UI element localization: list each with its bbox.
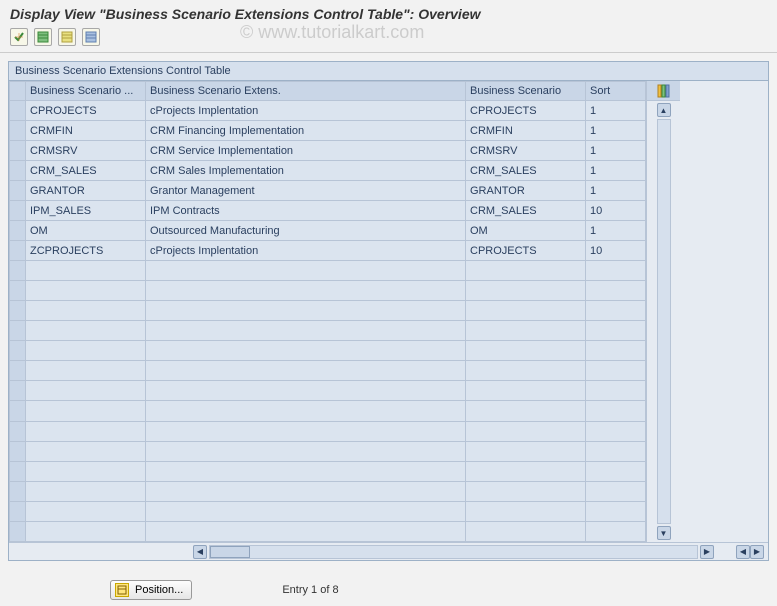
table-row-empty [10, 321, 646, 341]
table-panel: Business Scenario Extensions Control Tab… [8, 61, 769, 561]
scroll-left2-icon[interactable]: ◀ [736, 545, 750, 559]
cell-sort: 1 [586, 221, 646, 241]
panel-title: Business Scenario Extensions Control Tab… [9, 62, 768, 81]
cell-scenario: CRMSRV [466, 141, 586, 161]
scroll-left-icon[interactable]: ◀ [193, 545, 207, 559]
table-yellow-button[interactable] [58, 28, 76, 46]
table-row-empty [10, 521, 646, 541]
table-row[interactable]: CRMFINCRM Financing ImplementationCRMFIN… [10, 121, 646, 141]
cell-sort: 1 [586, 141, 646, 161]
table-green-button[interactable] [34, 28, 52, 46]
cell-scenario: GRANTOR [466, 181, 586, 201]
position-button[interactable]: Position... [110, 580, 192, 600]
cell-sort: 10 [586, 201, 646, 221]
table-row-empty [10, 441, 646, 461]
page-title: Display View "Business Scenario Extensio… [0, 0, 777, 26]
col-header-2[interactable]: Business Scenario Extens. [146, 82, 466, 101]
header-row: Business Scenario ... Business Scenario … [10, 82, 646, 101]
row-selector[interactable] [10, 121, 26, 141]
table-row-empty [10, 401, 646, 421]
data-table: Business Scenario ... Business Scenario … [9, 81, 646, 542]
table-blue-button[interactable] [82, 28, 100, 46]
footer-bar: Position... Entry 1 of 8 [0, 580, 777, 600]
scroll-down-icon[interactable]: ▼ [657, 526, 671, 540]
cell-scenario-ext-id: ZCPROJECTS [26, 241, 146, 261]
cell-scenario-ext-desc: CRM Service Implementation [146, 141, 466, 161]
rowhead-header [10, 82, 26, 101]
cell-sort: 1 [586, 161, 646, 181]
scroll-up-icon[interactable]: ▲ [657, 103, 671, 117]
cell-scenario-ext-desc: CRM Financing Implementation [146, 121, 466, 141]
cell-scenario: OM [466, 221, 586, 241]
table-row[interactable]: GRANTORGrantor ManagementGRANTOR1 [10, 181, 646, 201]
hscroll-track[interactable] [209, 545, 698, 559]
cell-scenario-ext-id: CRMFIN [26, 121, 146, 141]
table-row-empty [10, 361, 646, 381]
table-row-empty [10, 341, 646, 361]
cell-scenario-ext-desc: CRM Sales Implementation [146, 161, 466, 181]
table-row[interactable]: CPROJECTScProjects ImplentationCPROJECTS… [10, 101, 646, 121]
row-selector[interactable] [10, 221, 26, 241]
grid-container: Business Scenario ... Business Scenario … [9, 81, 768, 542]
row-selector[interactable] [10, 101, 26, 121]
table-row-empty [10, 381, 646, 401]
table-row-empty [10, 501, 646, 521]
col-header-4[interactable]: Sort [586, 82, 646, 101]
table-row-empty [10, 301, 646, 321]
cell-scenario-ext-id: CRMSRV [26, 141, 146, 161]
table-row[interactable]: CRMSRVCRM Service ImplementationCRMSRV1 [10, 141, 646, 161]
position-icon [115, 583, 129, 597]
row-selector[interactable] [10, 181, 26, 201]
table-row-empty [10, 261, 646, 281]
cell-scenario: CPROJECTS [466, 101, 586, 121]
toolbar [0, 26, 777, 53]
cell-scenario-ext-desc: Grantor Management [146, 181, 466, 201]
row-selector[interactable] [10, 201, 26, 221]
scroll-right2-icon[interactable]: ▶ [750, 545, 764, 559]
table-row[interactable]: CRM_SALESCRM Sales ImplementationCRM_SAL… [10, 161, 646, 181]
cell-scenario-ext-desc: cProjects Implentation [146, 101, 466, 121]
cell-scenario-ext-desc: Outsourced Manufacturing [146, 221, 466, 241]
table-row-empty [10, 421, 646, 441]
table-row[interactable]: OMOutsourced ManufacturingOM1 [10, 221, 646, 241]
cell-sort: 1 [586, 121, 646, 141]
cell-scenario: CRMFIN [466, 121, 586, 141]
hscroll-thumb[interactable] [210, 546, 250, 558]
position-button-label: Position... [135, 584, 183, 596]
cell-sort: 1 [586, 181, 646, 201]
table-row-empty [10, 481, 646, 501]
table-row[interactable]: ZCPROJECTScProjects ImplentationCPROJECT… [10, 241, 646, 261]
cell-scenario-ext-id: CRM_SALES [26, 161, 146, 181]
toggle-button[interactable] [10, 28, 28, 46]
scroll-right-icon[interactable]: ▶ [700, 545, 714, 559]
vertical-scrollbar[interactable]: ▲ ▼ [647, 101, 680, 542]
cell-scenario-ext-desc: IPM Contracts [146, 201, 466, 221]
cell-scenario: CPROJECTS [466, 241, 586, 261]
cell-scenario-ext-id: CPROJECTS [26, 101, 146, 121]
cell-scenario-ext-id: GRANTOR [26, 181, 146, 201]
col-header-1[interactable]: Business Scenario ... [26, 82, 146, 101]
cell-sort: 1 [586, 101, 646, 121]
row-selector[interactable] [10, 241, 26, 261]
cell-scenario: CRM_SALES [466, 201, 586, 221]
table-row-empty [10, 281, 646, 301]
cell-scenario: CRM_SALES [466, 161, 586, 181]
vscroll-track[interactable] [657, 119, 671, 524]
table-settings-button[interactable] [647, 81, 680, 101]
cell-scenario-ext-desc: cProjects Implentation [146, 241, 466, 261]
cell-scenario-ext-id: OM [26, 221, 146, 241]
row-selector[interactable] [10, 161, 26, 181]
entry-count-text: Entry 1 of 8 [282, 584, 338, 596]
cell-sort: 10 [586, 241, 646, 261]
table-row[interactable]: IPM_SALESIPM ContractsCRM_SALES10 [10, 201, 646, 221]
cell-scenario-ext-id: IPM_SALES [26, 201, 146, 221]
right-pane: ▲ ▼ [646, 81, 680, 542]
col-header-3[interactable]: Business Scenario [466, 82, 586, 101]
row-selector[interactable] [10, 141, 26, 161]
table-row-empty [10, 461, 646, 481]
horizontal-scrollbar[interactable]: ◀ ▶ ◀ ▶ [9, 542, 768, 560]
